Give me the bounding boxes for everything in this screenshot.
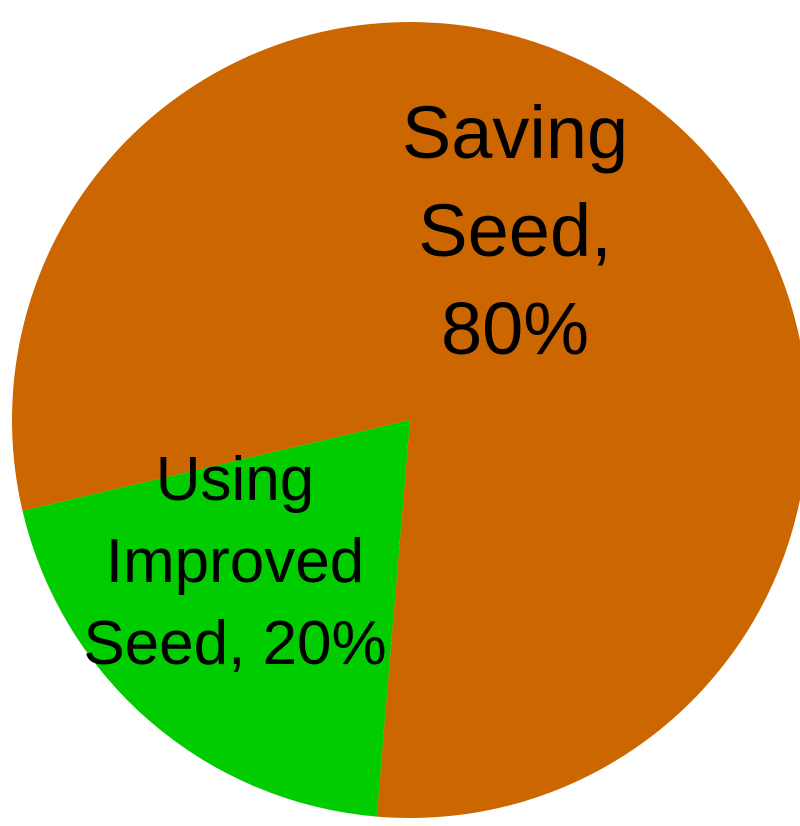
label-line: Seed, 20% <box>83 609 386 678</box>
label-line: Seed, <box>418 189 611 272</box>
slice-label: Using Improved Seed, 20% <box>83 445 386 678</box>
slice-label: Saving Seed, 80% <box>402 91 628 370</box>
label-line: Saving <box>402 91 628 174</box>
pie-slice <box>12 22 800 818</box>
label-line: Using <box>156 445 315 514</box>
label-line: 80% <box>441 287 589 370</box>
pie-slice <box>22 420 411 817</box>
label-line: Improved <box>106 527 364 596</box>
